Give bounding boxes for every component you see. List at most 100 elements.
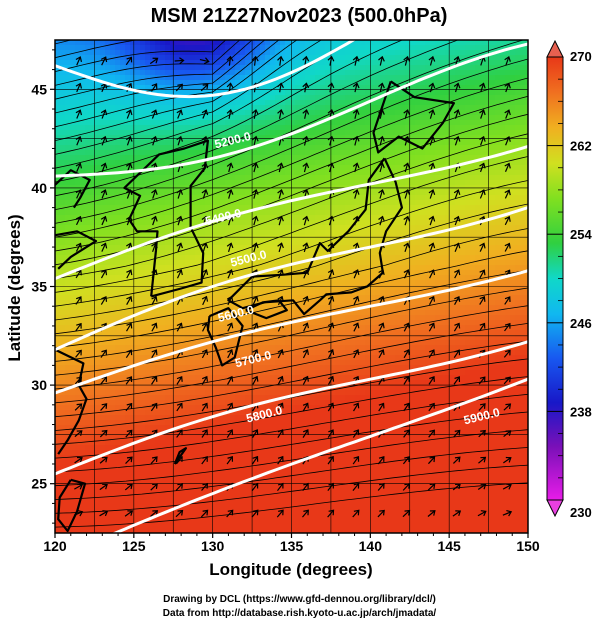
field-cell	[205, 235, 211, 241]
field-cell	[240, 130, 246, 136]
field-cell	[315, 260, 321, 266]
field-cell	[525, 65, 528, 71]
field-cell	[310, 50, 316, 56]
field-cell	[170, 175, 176, 181]
field-cell	[385, 55, 391, 61]
field-cell	[85, 140, 91, 146]
field-cell	[515, 150, 521, 156]
field-cell	[110, 95, 116, 101]
field-cell	[390, 100, 396, 106]
field-cell	[175, 205, 181, 211]
field-cell	[405, 220, 411, 226]
field-cell	[370, 135, 376, 141]
field-cell	[465, 105, 471, 111]
field-cell	[205, 200, 211, 206]
field-cell	[250, 285, 256, 291]
field-cell	[185, 245, 191, 251]
field-cell	[325, 150, 331, 156]
field-cell	[350, 145, 356, 151]
field-cell	[495, 120, 501, 126]
field-cell	[145, 290, 151, 296]
field-cell	[515, 260, 521, 266]
field-cell	[360, 290, 366, 296]
field-cell	[420, 80, 426, 86]
field-cell	[385, 40, 391, 46]
field-cell	[420, 40, 426, 46]
field-cell	[55, 130, 61, 136]
field-cell	[390, 125, 396, 131]
field-cell	[445, 230, 451, 236]
field-cell	[420, 105, 426, 111]
field-cell	[450, 195, 456, 201]
field-cell	[215, 260, 221, 266]
field-cell	[485, 125, 491, 131]
field-cell	[515, 170, 521, 176]
field-cell	[375, 170, 381, 176]
field-cell	[235, 100, 241, 106]
field-cell	[130, 240, 136, 246]
field-cell	[395, 40, 401, 46]
field-cell	[500, 220, 506, 226]
field-cell	[455, 170, 461, 176]
field-cell	[160, 115, 166, 121]
field-cell	[320, 265, 326, 271]
field-cell	[340, 190, 346, 196]
field-cell	[515, 40, 521, 46]
field-cell	[150, 180, 156, 186]
field-cell	[75, 240, 81, 246]
field-cell	[100, 110, 106, 116]
field-cell	[105, 100, 111, 106]
field-cell	[525, 85, 528, 91]
field-cell	[385, 275, 391, 281]
field-cell	[165, 140, 171, 146]
field-cell	[265, 270, 271, 276]
field-cell	[370, 140, 376, 146]
field-cell	[410, 270, 416, 276]
field-cell	[155, 145, 161, 151]
field-cell	[465, 155, 471, 161]
field-cell	[310, 120, 316, 126]
field-cell	[410, 125, 416, 131]
field-cell	[110, 235, 116, 241]
field-cell	[285, 45, 291, 51]
field-cell	[420, 260, 426, 266]
field-cell	[345, 55, 351, 61]
field-cell	[170, 200, 176, 206]
field-cell	[500, 75, 506, 81]
field-cell	[190, 295, 196, 301]
field-cell	[165, 295, 171, 301]
field-cell	[200, 105, 206, 111]
field-cell	[360, 130, 366, 136]
field-cell	[85, 225, 91, 231]
field-cell	[135, 85, 141, 91]
field-cell	[175, 55, 181, 61]
field-cell	[310, 270, 316, 276]
field-cell	[230, 80, 236, 86]
field-cell	[320, 220, 326, 226]
field-cell	[525, 90, 528, 96]
field-cell	[465, 285, 471, 291]
field-cell	[305, 130, 311, 136]
field-cell	[390, 95, 396, 101]
field-cell	[100, 260, 106, 266]
field-cell	[465, 290, 471, 296]
field-cell	[505, 275, 511, 281]
field-cell	[240, 265, 246, 271]
field-cell	[290, 75, 296, 81]
field-cell	[195, 210, 201, 216]
field-cell	[135, 105, 141, 111]
field-cell	[320, 250, 326, 256]
field-cell	[290, 105, 296, 111]
field-cell	[285, 50, 291, 56]
field-cell	[220, 250, 226, 256]
field-cell	[325, 230, 331, 236]
field-cell	[400, 210, 406, 216]
field-cell	[495, 270, 501, 276]
field-cell	[275, 70, 281, 76]
field-cell	[85, 120, 91, 126]
field-cell	[260, 200, 266, 206]
field-cell	[345, 220, 351, 226]
field-cell	[125, 260, 131, 266]
field-cell	[520, 190, 526, 196]
field-cell	[410, 225, 416, 231]
